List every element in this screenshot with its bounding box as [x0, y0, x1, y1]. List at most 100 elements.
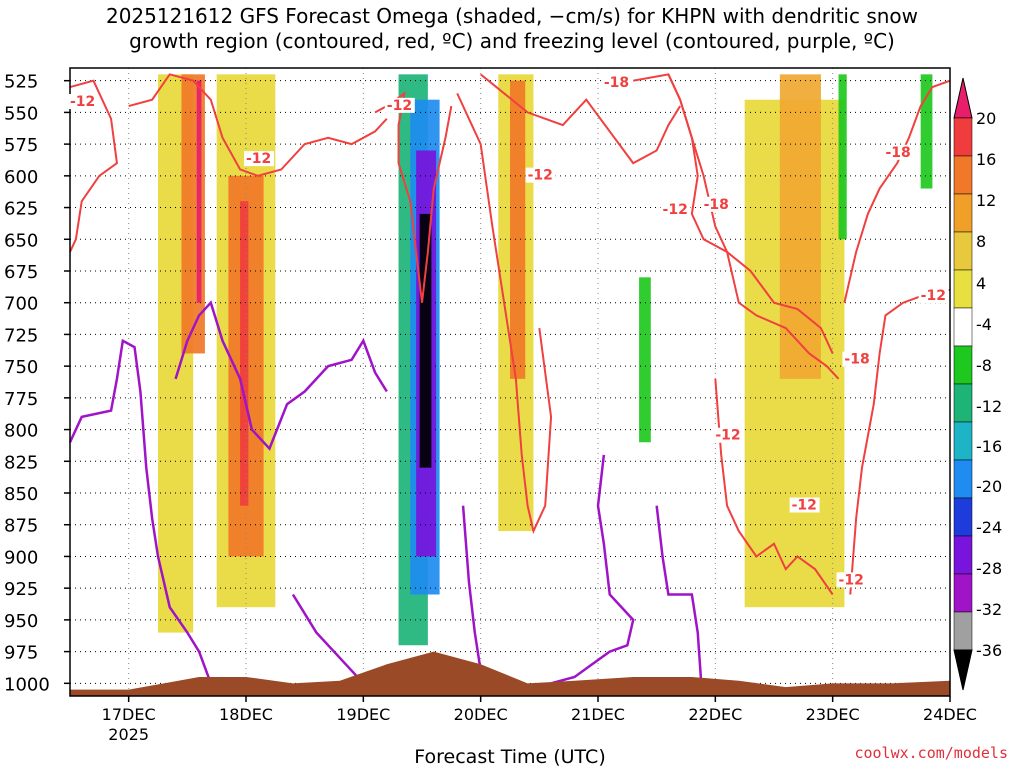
- dendritic-label: -12: [921, 288, 946, 304]
- dendritic-label-bg: [842, 351, 873, 367]
- y-axis-ticks: 525 550 575 600 625 650 675 700 725 750 775 800 825 8…: [4, 72, 70, 695]
- dendritic-label-bg: [713, 427, 744, 443]
- dendritic-label-bg: [883, 144, 914, 160]
- y-tick-label: 775: [4, 389, 38, 410]
- omega-band: [920, 74, 933, 189]
- colorbar-bottom-triangle: [953, 649, 973, 691]
- dendritic-contour-line: [374, 91, 453, 303]
- y-tick-label: 800: [4, 421, 38, 442]
- colorbar-label: -20: [976, 477, 1002, 496]
- dendritic-contour-line: [849, 289, 950, 595]
- colorbar: 20 16 12 8 4 -4 -8 -12 -16 -20 -24 -28 -32 -36: [953, 77, 1002, 691]
- freezing-contour-line: [550, 454, 635, 685]
- colorbar-swatch: [953, 345, 973, 385]
- omega-band: [779, 74, 821, 379]
- y-tick-label: 975: [4, 643, 38, 664]
- y-tick-label: 625: [4, 199, 38, 220]
- x-tick-label: 17DEC: [102, 705, 156, 724]
- chart-title-line2: growth region (contoured, red, ºC) and f…: [129, 29, 895, 53]
- dendritic-label: -18: [604, 75, 629, 91]
- freezing-contour-line: [655, 505, 703, 684]
- dendritic-contour-line: [128, 73, 388, 177]
- y-tick-label: 675: [4, 262, 38, 283]
- dendritic-contour-line: [480, 73, 681, 165]
- omega-band: [196, 80, 202, 303]
- colorbar-label: -24: [976, 518, 1002, 537]
- colorbar-label: -32: [976, 600, 1002, 619]
- y-tick-label: 750: [4, 357, 38, 378]
- y-tick-label: 525: [4, 72, 38, 93]
- colorbar-label: 16: [976, 150, 996, 169]
- dendritic-label-bg: [660, 201, 691, 217]
- y-tick-label: 900: [4, 547, 38, 568]
- dendritic-label: -12: [70, 94, 95, 110]
- colorbar-swatch: [953, 611, 973, 651]
- dendritic-label: -12: [839, 572, 864, 588]
- dendritic-labels: -12 -12 -12 -12 -18 -12 -18 -18 -12 -18 -12 -12 -12: [68, 75, 949, 588]
- colorbar-label: -12: [976, 397, 1002, 416]
- colorbar-swatch: [953, 269, 973, 309]
- dendritic-label-bg: [244, 151, 274, 167]
- dendritic-label-bg: [789, 497, 820, 513]
- x-tick-label: 21DEC: [571, 705, 625, 724]
- colorbar-swatch: [953, 307, 973, 347]
- colorbar-label: -36: [976, 641, 1002, 660]
- omega-shading: [158, 74, 933, 646]
- y-tick-label: 650: [4, 230, 38, 251]
- y-tick-label: 700: [4, 294, 38, 315]
- colorbar-label: 4: [976, 274, 986, 293]
- dendritic-contour-line: [714, 378, 834, 596]
- plot-frame: [69, 67, 951, 697]
- dendritic-label-bg: [918, 288, 949, 304]
- y-tick-label: 825: [4, 452, 38, 473]
- colorbar-swatch: [953, 193, 973, 233]
- y-tick-label: 725: [4, 325, 38, 346]
- credit-text: coolwx.com/models: [854, 744, 1008, 762]
- dendritic-contour-line: [69, 79, 119, 253]
- omega-band: [838, 74, 847, 240]
- freezing-contour-line: [174, 300, 388, 451]
- x-axis-year: 2025: [108, 725, 149, 744]
- dendritic-label: -12: [387, 98, 412, 114]
- y-tick-label: 550: [4, 103, 38, 124]
- y-tick-label: 600: [4, 167, 38, 188]
- colorbar-label: 8: [976, 232, 986, 251]
- x-axis-label: Forecast Time (UTC): [414, 746, 605, 768]
- dendritic-label-bg: [701, 196, 732, 212]
- dendritic-label: -18: [844, 352, 869, 368]
- y-tick-label: 925: [4, 579, 38, 600]
- terrain-fill: [70, 651, 950, 696]
- colorbar-label: -4: [976, 315, 992, 334]
- dendritic-label-bg: [601, 75, 632, 91]
- y-tick-label: 575: [4, 135, 38, 156]
- omega-band: [510, 80, 526, 379]
- colorbar-swatch: [953, 231, 973, 271]
- freezing-contours: [68, 300, 703, 691]
- x-tick-label: 23DEC: [806, 705, 860, 724]
- colorbar-swatch: [953, 573, 973, 613]
- dendritic-label-bg: [68, 94, 98, 110]
- y-tick-label: 850: [4, 484, 38, 505]
- colorbar-swatch: [953, 421, 973, 461]
- colorbar-label: 20: [976, 109, 996, 128]
- dendritic-label: -12: [528, 168, 553, 184]
- dendritic-contour-line: [667, 73, 834, 354]
- x-tick-label: 20DEC: [454, 705, 508, 724]
- colorbar-label: -28: [976, 559, 1002, 578]
- y-tick-label: 950: [4, 611, 38, 632]
- dendritic-contour-line: [843, 79, 951, 303]
- omega-band: [639, 277, 651, 443]
- x-tick-label: 19DEC: [336, 705, 390, 724]
- freezing-contour-line: [68, 338, 212, 684]
- x-tick-label: 24DEC: [923, 705, 977, 724]
- colorbar-label: -8: [976, 356, 992, 375]
- chart-title: 2025121612 GFS Forecast Omega (shaded, −…: [0, 4, 1024, 54]
- colorbar-swatch: [953, 497, 973, 537]
- x-axis-ticks: 17DEC 18DEC 19DEC 20DEC 21DEC 22DEC 23DEC 24DEC: [102, 696, 977, 724]
- dendritic-label: -12: [246, 151, 271, 167]
- dendritic-label-bg: [836, 572, 867, 588]
- x-tick-label: 22DEC: [688, 705, 742, 724]
- dendritic-label: -12: [715, 428, 740, 444]
- colorbar-swatch: [953, 535, 973, 575]
